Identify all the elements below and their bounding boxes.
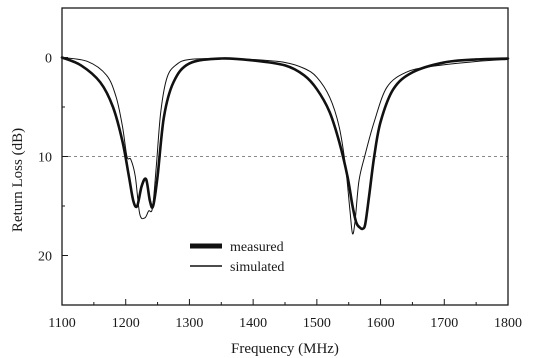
legend-label-simulated: simulated (230, 260, 284, 275)
y-tick-label: 0 (45, 52, 52, 67)
x-tick-label: 1200 (112, 316, 140, 331)
x-tick-label: 1600 (367, 316, 395, 331)
series-line-measured (60, 56, 510, 231)
legend-label-measured: measured (230, 240, 284, 255)
x-tick-label: 1700 (430, 316, 458, 331)
x-tick-label: 1300 (175, 316, 203, 331)
y-axis-title: Return Loss (dB) (10, 128, 26, 232)
series-line-simulated (61, 57, 509, 235)
x-tick-label: 1800 (494, 316, 522, 331)
x-tick-label: 1400 (239, 316, 267, 331)
x-tick-label: 1100 (48, 316, 75, 331)
y-tick-label: 20 (38, 250, 52, 265)
x-axis-title: Frequency (MHz) (231, 341, 339, 357)
x-tick-label: 1500 (303, 316, 331, 331)
legend: measured simulated (190, 240, 284, 275)
y-tick-label: 10 (38, 151, 52, 166)
